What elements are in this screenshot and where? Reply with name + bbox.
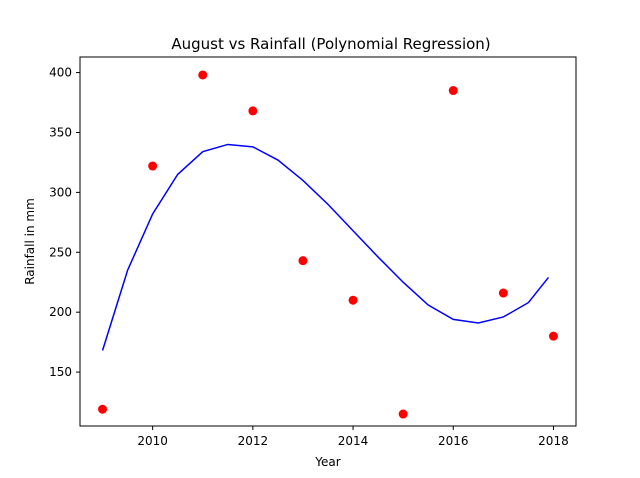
data-point <box>298 256 308 266</box>
data-point <box>198 70 208 80</box>
x-tick-label: 2016 <box>438 434 469 448</box>
chart-title: August vs Rainfall (Polynomial Regressio… <box>171 35 490 53</box>
plot-frame <box>79 56 577 427</box>
regression-curve <box>101 143 550 351</box>
plot-area <box>98 70 558 419</box>
x-axis: 2010 2012 2014 2016 2018 <box>137 426 569 448</box>
data-point <box>398 409 408 419</box>
data-point <box>248 106 258 116</box>
y-axis-label: Rainfall in mm <box>23 198 37 285</box>
x-axis-label: Year <box>314 455 340 469</box>
y-tick-label: 250 <box>49 245 72 259</box>
data-point <box>498 288 508 298</box>
y-tick-label: 200 <box>49 305 72 319</box>
data-point <box>98 404 108 414</box>
x-tick-label: 2012 <box>238 434 269 448</box>
y-tick-label: 300 <box>49 185 72 199</box>
data-point <box>548 331 558 341</box>
x-tick-label: 2010 <box>137 434 168 448</box>
data-point <box>448 86 458 96</box>
data-point <box>348 295 358 305</box>
data-point <box>148 161 158 171</box>
y-tick-label: 150 <box>49 365 72 379</box>
y-tick-label: 400 <box>49 66 72 80</box>
y-tick-label: 350 <box>49 125 72 139</box>
x-tick-label: 2018 <box>538 434 569 448</box>
y-axis: 150 200 250 300 350 400 <box>49 66 80 379</box>
x-tick-label: 2014 <box>338 434 369 448</box>
